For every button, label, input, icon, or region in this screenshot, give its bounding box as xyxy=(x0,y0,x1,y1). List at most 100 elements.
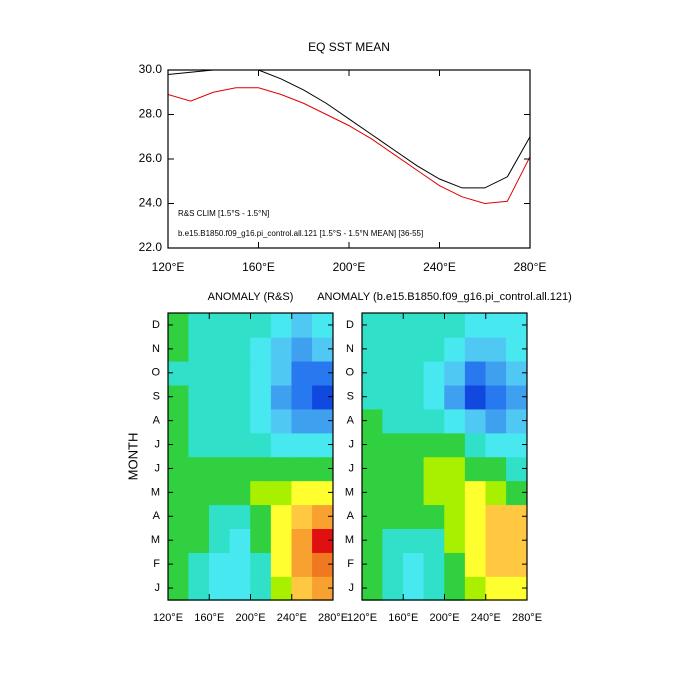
x-tick-label: 160°E xyxy=(242,260,275,274)
cell xyxy=(209,312,231,338)
x-tick-label: 280°E xyxy=(318,612,348,624)
cell xyxy=(423,456,445,482)
cell xyxy=(423,408,445,434)
panel-title: ANOMALY (R&S) xyxy=(208,291,294,303)
cell xyxy=(250,336,272,362)
cell xyxy=(229,360,251,386)
cell xyxy=(250,456,272,482)
cell xyxy=(403,312,425,338)
cell xyxy=(229,480,251,506)
cell xyxy=(464,384,486,410)
cell xyxy=(382,528,404,553)
cell xyxy=(229,575,251,601)
x-tick-label: 120°E xyxy=(153,612,183,624)
cell xyxy=(485,432,507,458)
cell xyxy=(291,408,313,434)
cell xyxy=(403,575,425,601)
cell xyxy=(229,336,251,362)
cell xyxy=(485,456,507,482)
cell xyxy=(464,504,486,530)
cell xyxy=(229,551,251,577)
cell xyxy=(444,360,466,386)
cell xyxy=(464,575,486,601)
cell xyxy=(464,360,486,386)
x-tick-label: 240°E xyxy=(471,612,501,624)
cell xyxy=(444,480,466,506)
x-tick-label: 120°E xyxy=(152,260,185,274)
y-tick-label: D xyxy=(152,319,160,331)
cell xyxy=(270,551,292,577)
cell xyxy=(270,336,292,362)
cell xyxy=(209,408,231,434)
cell xyxy=(485,551,507,577)
cell xyxy=(229,408,251,434)
cell xyxy=(291,336,313,362)
cell xyxy=(485,480,507,506)
y-tick-label: 30.0 xyxy=(139,62,163,76)
cell xyxy=(229,312,251,338)
cell xyxy=(444,551,466,577)
cell xyxy=(403,384,425,410)
cell xyxy=(403,360,425,386)
cell xyxy=(464,408,486,434)
cell xyxy=(291,360,313,386)
cell xyxy=(250,480,272,506)
y-tick-label: F xyxy=(153,558,160,570)
cell xyxy=(209,360,231,386)
cell xyxy=(444,384,466,410)
cell xyxy=(464,528,486,553)
y-tick-label: J xyxy=(155,462,161,474)
cell xyxy=(291,480,313,506)
cell xyxy=(209,504,231,530)
cell xyxy=(291,551,313,577)
x-tick-label: 280°E xyxy=(512,612,542,624)
cell xyxy=(188,360,210,386)
cell xyxy=(250,528,272,553)
cell xyxy=(229,456,251,482)
x-tick-label: 200°E xyxy=(429,612,459,624)
cell xyxy=(188,384,210,410)
y-axis-label: MONTH xyxy=(125,433,140,481)
cell xyxy=(382,504,404,530)
cell xyxy=(464,551,486,577)
cell xyxy=(403,504,425,530)
chart-title: EQ SST MEAN xyxy=(308,40,390,54)
y-tick-label: 22.0 xyxy=(139,240,163,254)
cell xyxy=(250,360,272,386)
cell xyxy=(403,480,425,506)
cell xyxy=(382,551,404,577)
cell xyxy=(485,528,507,553)
cell xyxy=(444,336,466,362)
cell xyxy=(270,456,292,482)
y-tick-label: A xyxy=(347,415,355,427)
cell xyxy=(423,312,445,338)
cell xyxy=(464,456,486,482)
cell xyxy=(291,432,313,458)
cell xyxy=(188,456,210,482)
cell xyxy=(382,336,404,362)
cell xyxy=(423,575,445,601)
y-tick-label: M xyxy=(151,486,160,498)
y-tick-label: O xyxy=(151,367,160,379)
cell xyxy=(423,551,445,577)
cell xyxy=(250,408,272,434)
cell xyxy=(209,551,231,577)
panel-title: ANOMALY (b.e15.B1850.f09_g16.pi_control.… xyxy=(317,291,572,303)
cell xyxy=(423,480,445,506)
cell xyxy=(444,312,466,338)
legend-entry: R&S CLIM [1.5°S - 1.5°N] xyxy=(178,209,269,218)
cell xyxy=(209,456,231,482)
cell xyxy=(250,432,272,458)
cell xyxy=(229,528,251,553)
cell xyxy=(270,504,292,530)
x-tick-label: 160°E xyxy=(388,612,418,624)
y-tick-label: J xyxy=(349,582,355,594)
cell xyxy=(270,575,292,601)
cell xyxy=(291,384,313,410)
y-tick-label: J xyxy=(349,462,355,474)
cell xyxy=(188,336,210,362)
y-tick-label: S xyxy=(347,391,354,403)
cell xyxy=(423,432,445,458)
x-tick-label: 120°E xyxy=(347,612,377,624)
cell xyxy=(188,408,210,434)
